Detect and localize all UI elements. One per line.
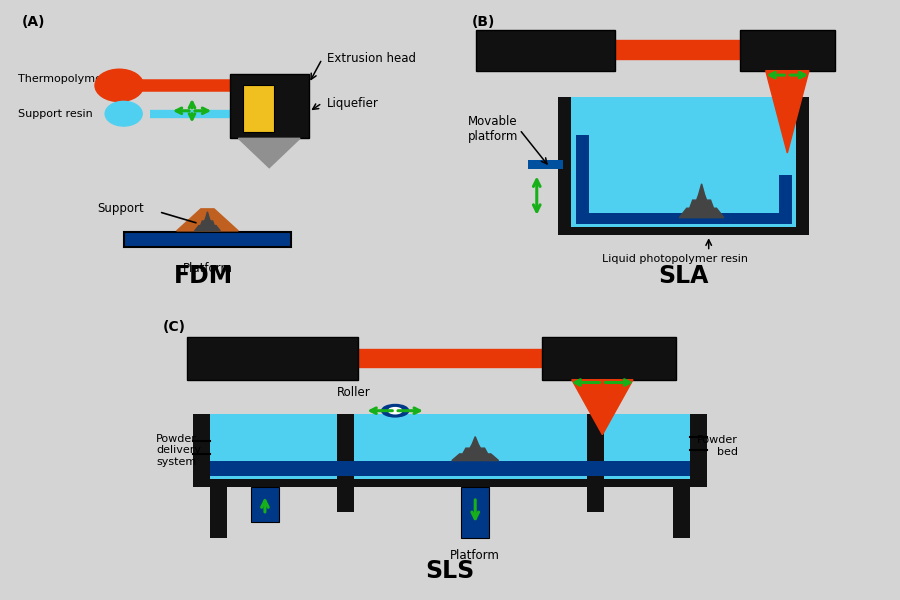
Circle shape — [105, 101, 142, 126]
Text: Platform: Platform — [183, 262, 232, 275]
FancyBboxPatch shape — [123, 232, 292, 247]
Text: SLA: SLA — [659, 264, 709, 288]
Text: (C): (C) — [162, 320, 185, 334]
FancyBboxPatch shape — [572, 97, 796, 226]
Text: Support resin: Support resin — [18, 109, 93, 119]
FancyBboxPatch shape — [251, 487, 279, 523]
Circle shape — [382, 404, 409, 417]
FancyBboxPatch shape — [558, 226, 809, 235]
FancyBboxPatch shape — [604, 413, 690, 479]
Polygon shape — [572, 380, 633, 434]
FancyBboxPatch shape — [210, 413, 337, 479]
Text: Laser: Laser — [525, 44, 566, 56]
FancyBboxPatch shape — [243, 85, 274, 133]
Text: Thermopolymer resin: Thermopolymer resin — [18, 74, 137, 85]
Text: Movable
platform: Movable platform — [468, 115, 518, 143]
Text: (A): (A) — [22, 15, 46, 29]
Text: SLS: SLS — [426, 559, 474, 583]
FancyBboxPatch shape — [337, 487, 354, 512]
Circle shape — [95, 69, 143, 101]
Text: (B): (B) — [472, 15, 495, 29]
FancyBboxPatch shape — [210, 487, 227, 538]
FancyBboxPatch shape — [528, 160, 562, 169]
Polygon shape — [176, 209, 238, 231]
Text: Powder
bed: Powder bed — [697, 435, 738, 457]
Circle shape — [389, 407, 402, 414]
FancyBboxPatch shape — [615, 40, 740, 59]
Polygon shape — [680, 184, 724, 218]
Text: Laser: Laser — [252, 352, 293, 365]
Text: FDM: FDM — [174, 264, 232, 288]
FancyBboxPatch shape — [462, 487, 489, 538]
FancyBboxPatch shape — [558, 97, 572, 235]
Text: Scanning
system: Scanning system — [759, 39, 816, 61]
FancyBboxPatch shape — [476, 29, 615, 71]
FancyBboxPatch shape — [542, 337, 677, 380]
FancyBboxPatch shape — [673, 487, 690, 538]
Text: Platform: Platform — [450, 549, 500, 562]
FancyBboxPatch shape — [796, 97, 809, 235]
FancyBboxPatch shape — [587, 487, 604, 512]
FancyBboxPatch shape — [576, 213, 792, 224]
FancyBboxPatch shape — [740, 29, 835, 71]
Text: Extrusion head: Extrusion head — [327, 52, 416, 65]
FancyBboxPatch shape — [230, 74, 309, 138]
FancyBboxPatch shape — [193, 413, 707, 487]
FancyBboxPatch shape — [187, 337, 358, 380]
Polygon shape — [452, 437, 499, 461]
Polygon shape — [238, 138, 300, 167]
Polygon shape — [766, 71, 809, 153]
FancyBboxPatch shape — [354, 413, 587, 479]
FancyBboxPatch shape — [358, 349, 542, 367]
Text: Scanning
system: Scanning system — [580, 348, 638, 370]
Text: Liquefier: Liquefier — [327, 97, 378, 110]
Polygon shape — [194, 212, 220, 231]
FancyBboxPatch shape — [576, 136, 589, 224]
Text: Support: Support — [97, 202, 144, 215]
Text: Powder
delivery
system: Powder delivery system — [157, 434, 202, 467]
FancyBboxPatch shape — [778, 175, 792, 224]
Text: Roller: Roller — [337, 386, 371, 400]
Text: Liquid photopolymer resin: Liquid photopolymer resin — [602, 254, 748, 265]
FancyBboxPatch shape — [210, 461, 690, 476]
